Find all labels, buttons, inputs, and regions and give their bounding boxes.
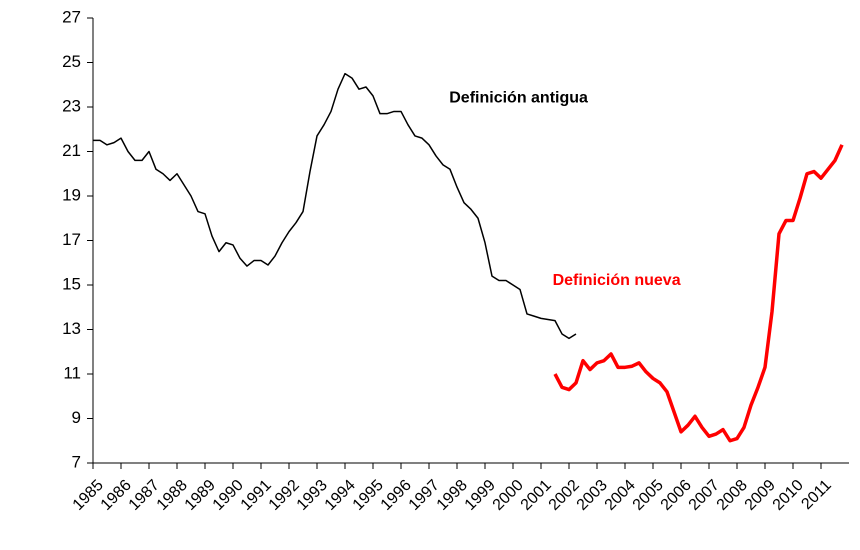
y-tick-label: 9 <box>72 408 81 427</box>
y-tick-label: 25 <box>62 52 81 71</box>
x-tick-label: 1989 <box>182 477 219 514</box>
y-tick-label: 23 <box>62 96 81 115</box>
x-tick-label: 2009 <box>742 477 779 514</box>
x-tick-label: 1997 <box>406 477 443 514</box>
y-tick-label: 11 <box>63 363 81 382</box>
x-tick-label: 1990 <box>210 477 247 514</box>
x-tick-label: 2003 <box>574 477 611 514</box>
x-tick-label: 2002 <box>546 477 583 514</box>
x-tick-label: 2004 <box>602 477 639 514</box>
x-tick-label: 1995 <box>350 477 387 514</box>
y-tick-label: 21 <box>62 141 81 160</box>
x-tick-label: 1998 <box>434 477 471 514</box>
y-tick-label: 27 <box>62 7 81 26</box>
y-tick-label: 7 <box>72 452 81 471</box>
x-tick-label: 1985 <box>70 477 107 514</box>
x-tick-label: 1991 <box>238 477 275 514</box>
x-tick-label: 1988 <box>154 477 191 514</box>
annotation: Definición antigua <box>449 89 588 106</box>
x-tick-label: 1994 <box>322 477 359 514</box>
x-tick-label: 1996 <box>378 477 415 514</box>
x-tick-label: 1993 <box>294 477 331 514</box>
y-tick-label: 19 <box>62 185 81 204</box>
x-tick-label: 2011 <box>798 477 834 513</box>
y-tick-label: 17 <box>62 230 81 249</box>
annotation: Definición nueva <box>553 272 681 289</box>
x-tick-label: 2001 <box>518 477 555 514</box>
x-tick-label: 1986 <box>98 477 135 514</box>
x-tick-label: 1987 <box>126 477 163 514</box>
x-tick-label: 2005 <box>630 477 667 514</box>
y-tick-label: 15 <box>62 274 81 293</box>
series-line <box>553 144 844 443</box>
x-tick-label: 2010 <box>770 477 807 514</box>
x-tick-label: 1992 <box>266 477 303 514</box>
y-tick-label: 13 <box>62 319 81 338</box>
x-tick-label: 2008 <box>714 477 751 514</box>
x-tick-label: 1999 <box>462 477 499 514</box>
series-line <box>93 72 577 340</box>
x-tick-label: 2000 <box>490 477 527 514</box>
x-tick-label: 2006 <box>658 477 695 514</box>
x-tick-label: 2007 <box>686 477 723 514</box>
